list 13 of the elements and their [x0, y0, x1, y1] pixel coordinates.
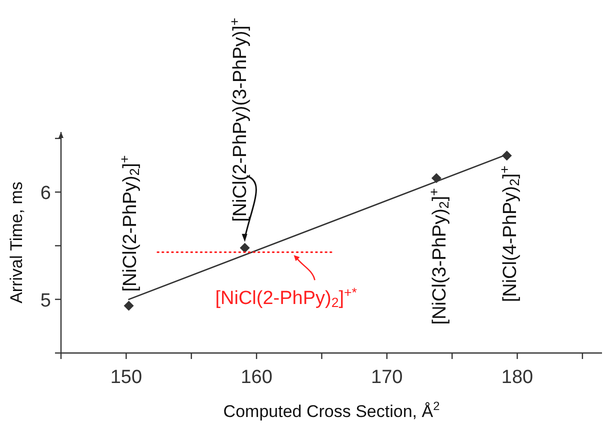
x-tick-label: 180 — [501, 367, 534, 388]
x-axis-title: Computed Cross Section, Å$^{2}$ — [223, 399, 440, 421]
point — [502, 150, 512, 161]
x-tick-label: 160 — [240, 367, 272, 388]
legend-label: [NiCl(2-PhPy)$_{2}$]$^{+*}$ — [215, 285, 357, 310]
y-tick-label: 6 — [40, 183, 51, 204]
point — [124, 300, 134, 311]
x-tick-label: 150 — [110, 367, 142, 388]
x-tick-label: 170 — [371, 367, 403, 388]
y-axis-title: Arrival Time, ms — [7, 182, 26, 304]
point — [431, 173, 442, 184]
point — [240, 242, 250, 253]
y-tick-label: 5 — [40, 290, 51, 312]
